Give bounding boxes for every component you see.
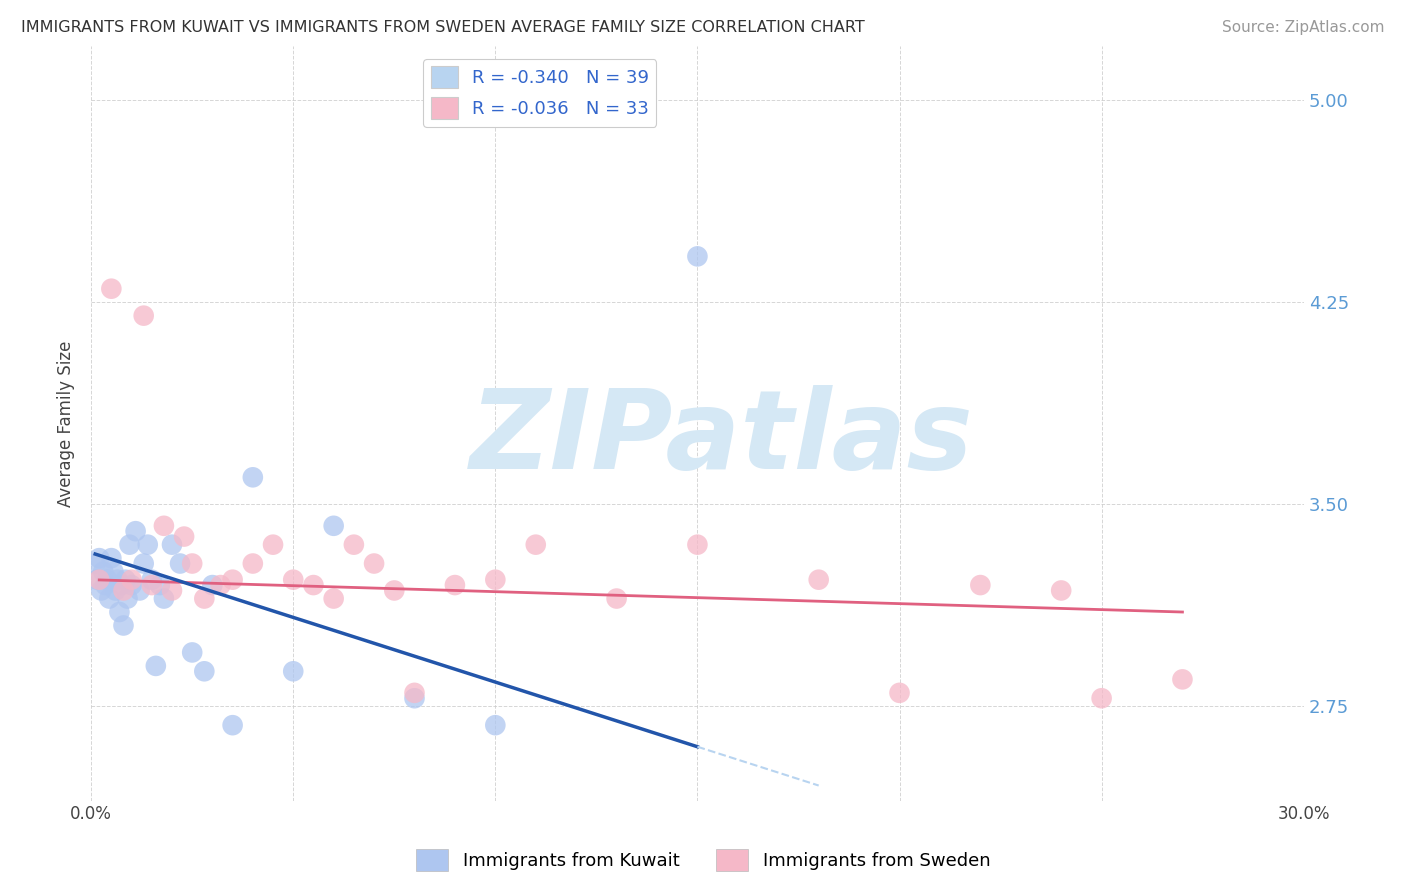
Text: ZIPatlas: ZIPatlas	[470, 385, 973, 492]
Point	[181, 645, 204, 659]
Point	[181, 557, 204, 571]
Point	[363, 557, 385, 571]
Point	[136, 538, 159, 552]
Point	[283, 573, 305, 587]
Point	[242, 557, 264, 571]
Point	[686, 249, 709, 263]
Point	[112, 618, 135, 632]
Point	[89, 573, 111, 587]
Point	[343, 538, 366, 552]
Point	[114, 573, 136, 587]
Point	[107, 573, 129, 587]
Point	[103, 565, 125, 579]
Point	[89, 551, 111, 566]
Point	[112, 583, 135, 598]
Point	[889, 686, 911, 700]
Point	[686, 538, 709, 552]
Point	[100, 282, 122, 296]
Point	[90, 583, 112, 598]
Point	[141, 578, 163, 592]
Point	[104, 583, 127, 598]
Point	[484, 718, 506, 732]
Point	[969, 578, 991, 592]
Y-axis label: Average Family Size: Average Family Size	[58, 340, 75, 507]
Point	[484, 573, 506, 587]
Point	[132, 309, 155, 323]
Point	[201, 578, 224, 592]
Point	[108, 605, 131, 619]
Point	[141, 573, 163, 587]
Point	[404, 691, 426, 706]
Point	[128, 583, 150, 598]
Point	[193, 665, 215, 679]
Point	[94, 578, 117, 592]
Point	[1050, 583, 1073, 598]
Point	[160, 538, 183, 552]
Point	[124, 524, 146, 539]
Point	[1091, 691, 1114, 706]
Point	[444, 578, 467, 592]
Point	[121, 573, 143, 587]
Point	[322, 591, 344, 606]
Point	[242, 470, 264, 484]
Point	[91, 565, 114, 579]
Point	[193, 591, 215, 606]
Point	[262, 538, 284, 552]
Point	[98, 591, 121, 606]
Point	[153, 518, 176, 533]
Legend: R = -0.340   N = 39, R = -0.036   N = 33: R = -0.340 N = 39, R = -0.036 N = 33	[423, 59, 657, 127]
Point	[160, 583, 183, 598]
Point	[149, 578, 172, 592]
Point	[404, 686, 426, 700]
Point	[209, 578, 232, 592]
Point	[382, 583, 405, 598]
Point	[100, 551, 122, 566]
Point	[221, 573, 243, 587]
Point	[145, 659, 167, 673]
Point	[86, 573, 108, 587]
Point	[84, 557, 107, 571]
Point	[121, 578, 143, 592]
Point	[169, 557, 191, 571]
Point	[807, 573, 830, 587]
Point	[173, 530, 195, 544]
Point	[96, 573, 118, 587]
Point	[221, 718, 243, 732]
Text: IMMIGRANTS FROM KUWAIT VS IMMIGRANTS FROM SWEDEN AVERAGE FAMILY SIZE CORRELATION: IMMIGRANTS FROM KUWAIT VS IMMIGRANTS FRO…	[21, 20, 865, 35]
Point	[283, 665, 305, 679]
Point	[322, 518, 344, 533]
Point	[118, 538, 141, 552]
Point	[132, 557, 155, 571]
Point	[153, 591, 176, 606]
Legend: Immigrants from Kuwait, Immigrants from Sweden: Immigrants from Kuwait, Immigrants from …	[409, 842, 997, 879]
Point	[524, 538, 547, 552]
Point	[1171, 673, 1194, 687]
Point	[117, 591, 139, 606]
Text: Source: ZipAtlas.com: Source: ZipAtlas.com	[1222, 20, 1385, 35]
Point	[302, 578, 325, 592]
Point	[110, 578, 132, 592]
Point	[606, 591, 628, 606]
